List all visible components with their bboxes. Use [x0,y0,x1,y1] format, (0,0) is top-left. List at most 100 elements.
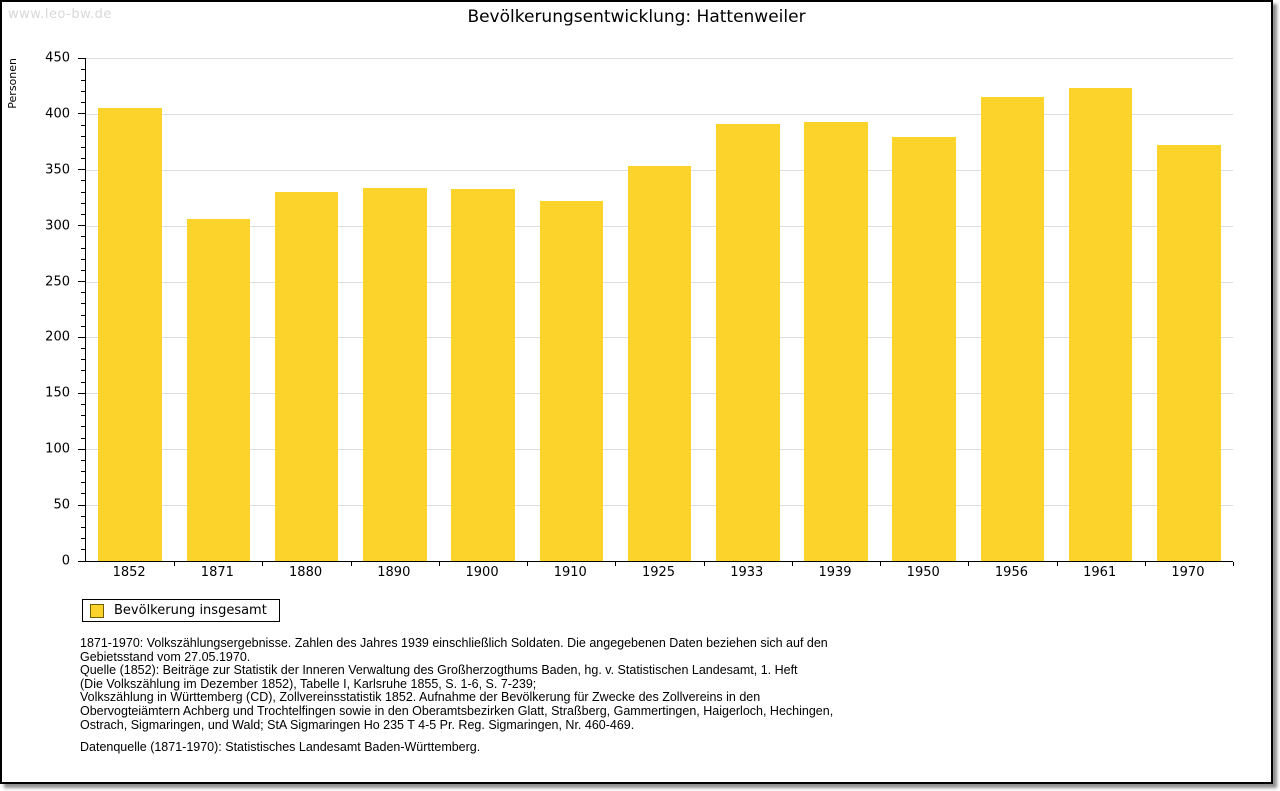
y-axis-tick-mark [78,560,85,562]
y-axis-tick-mark [81,292,85,294]
y-axis-tick-marks [78,57,85,562]
y-tick-label: 50 [53,497,70,513]
bar [804,121,868,561]
bar [363,187,427,561]
bar-slot [704,58,792,561]
x-axis-tick-mark [1056,562,1058,566]
y-axis-tick-mark [81,437,85,439]
footnote-line: Volkszählung in Württemberg (CD), Zollve… [80,690,761,705]
watermark: www.leo-bw.de [8,7,112,22]
y-tick-label: 100 [45,441,70,457]
y-tick-label: 450 [45,50,70,66]
y-axis-tick-mark [81,415,85,417]
x-tick-label: 1950 [906,565,940,580]
bar [1068,88,1133,561]
bar [1157,145,1221,561]
y-axis-tick-mark [81,79,85,81]
y-axis-tick-mark [81,124,85,126]
y-axis-tick-mark [81,549,85,551]
y-axis-tick-mark [78,281,85,283]
y-tick-label: 350 [45,162,70,178]
y-axis-tick-mark [81,459,85,461]
x-tick-label: 1939 [818,565,852,580]
x-axis-tick-mark [615,562,617,566]
y-axis-tick-mark [81,247,85,249]
gridline [86,113,1233,115]
y-tick-label: 200 [45,329,70,345]
bar-slot [527,58,615,561]
x-axis-tick-mark [174,562,176,566]
x-axis-tick-mark [1233,562,1234,566]
y-axis-tick-mark [81,135,85,137]
y-axis-tick-mark [81,348,85,350]
legend: Bevölkerung insgesamt [82,599,280,622]
x-tick-label: 1890 [377,565,411,580]
y-axis-tick-mark [81,68,85,70]
footnote-line: (Die Volkszählung im Dezember 1852), Tab… [80,676,537,691]
x-tick-label: 1852 [112,565,146,580]
legend-swatch-icon [90,603,104,618]
x-tick-label: 1925 [641,565,676,580]
x-axis-tick-mark [438,562,440,566]
footnote-line: Gebietsstand vom 27.05.1970. [80,649,251,664]
footnote-line: Quelle (1852): Beiträge zur Statistik de… [80,663,798,678]
x-axis-tick-mark [262,562,264,566]
y-axis-tick-mark [81,146,85,148]
y-axis-tick-mark [81,325,85,327]
bar-slot [439,58,527,561]
bar-slot [615,58,703,561]
bar-slot [174,58,262,561]
y-axis-tick-mark [81,359,85,361]
y-axis-tick-mark [81,471,85,473]
y-axis-tick-mark [81,538,85,540]
x-axis-tick-mark [703,562,705,566]
legend-label: Bevölkerung insgesamt [114,603,267,618]
y-axis-tick-mark [81,303,85,305]
x-tick-label: 1900 [465,565,499,580]
y-axis-tick-mark [78,225,85,227]
bar [892,137,956,561]
x-axis-tick-mark [968,562,970,566]
y-axis-tick-mark [81,191,85,193]
footnote-line: Obervogteiämtern Achberg und Trochtelfin… [80,703,834,718]
x-tick-label: 1970 [1171,565,1205,580]
x-tick-label: 1880 [289,565,323,580]
x-axis-tick-mark [527,562,529,566]
plot-area [85,58,1234,566]
footnotes: 1871-1970: Volkszählungsergebnisse. Zahl… [80,636,834,755]
y-axis-tick-mark [81,91,85,93]
y-axis-tick-mark [81,258,85,260]
x-tick-label: 1871 [200,565,234,580]
y-tick-label: 150 [45,385,70,401]
bar [627,166,692,561]
x-axis-tick-mark [350,562,352,566]
y-tick-label: 300 [45,218,70,234]
x-axis-tick-labels: 1852 1871 1880 1890 1900 1910 1925 1933 1939 1950… [85,565,1232,580]
y-axis-tick-mark [81,102,85,104]
bar-slot [86,58,174,561]
y-axis-tick-mark [81,482,85,484]
y-axis-tick-labels: 0 50 100 150 200 250 300 350 400 450 [30,51,76,569]
y-axis-tick-mark [81,314,85,316]
y-axis-tick-mark [81,381,85,383]
x-axis-tick-mark [791,562,793,566]
y-axis-tick-mark [81,236,85,238]
y-axis-tick-mark [81,180,85,182]
y-tick-label: 250 [45,274,70,290]
x-axis-tick-mark [1144,562,1146,566]
datasource-line: Datenquelle (1871-1970): Statistisches L… [80,740,481,755]
bar-slot [792,58,880,561]
y-axis-tick-mark [81,493,85,495]
footnote-text: 1871-1970: Volkszählungsergebnisse. Zahl… [80,636,834,732]
chart-title: Bevölkerungsentwicklung: Hattenweiler [467,7,806,27]
bar-slot [262,58,350,561]
bar [980,97,1045,561]
y-axis-tick-mark [81,526,85,528]
x-tick-label: 1933 [730,565,764,580]
y-axis-tick-mark [81,214,85,215]
bar [716,123,780,561]
bar [451,188,515,561]
y-axis-tick-mark [81,370,85,372]
y-axis-tick-mark [81,515,85,517]
y-axis-title: Personen [6,58,19,109]
